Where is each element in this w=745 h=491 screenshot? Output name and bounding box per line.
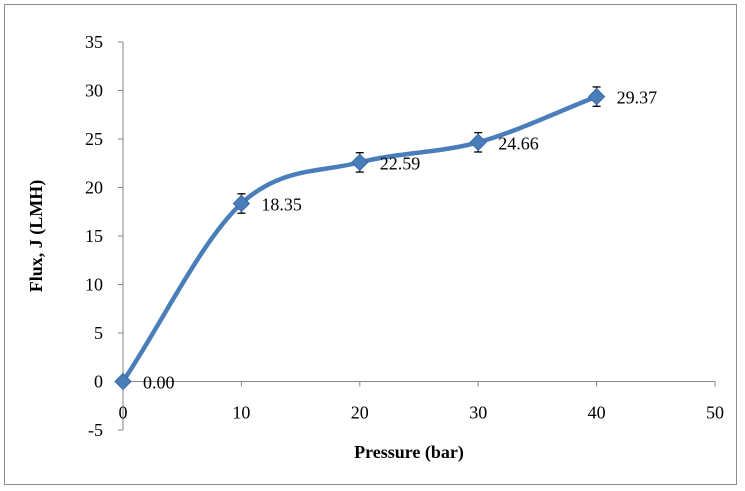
x-tick-label: 0 xyxy=(119,403,128,423)
data-labels: 0.00 18.35 22.59 24.66 29.37 xyxy=(143,88,657,393)
axes xyxy=(118,41,716,431)
data-label: 22.59 xyxy=(380,153,421,173)
y-tick-label: 20 xyxy=(85,178,103,198)
data-point-marker xyxy=(114,372,132,391)
chart-frame xyxy=(4,4,737,485)
data-label: 29.37 xyxy=(617,88,658,108)
x-tick-label: 10 xyxy=(232,403,250,423)
data-point-marker xyxy=(351,153,369,172)
x-axis-title: Pressure (bar) xyxy=(354,442,464,463)
x-tick-label: 30 xyxy=(469,403,487,423)
y-tick-label: 15 xyxy=(85,226,103,246)
series-group xyxy=(114,86,606,391)
y-tick-label: -5 xyxy=(88,420,103,440)
x-tick-label: 50 xyxy=(706,403,724,423)
data-label: 18.35 xyxy=(261,195,302,215)
y-tick-label: 10 xyxy=(85,275,103,295)
y-tick-label: 5 xyxy=(94,323,103,343)
tick-labels: -5 0 5 10 15 20 25 30 35 0 10 20 30 40 50 xyxy=(85,32,724,440)
data-point-marker xyxy=(232,194,251,213)
x-tick-label: 40 xyxy=(588,403,606,423)
data-point-marker xyxy=(587,87,606,106)
data-point-marker xyxy=(469,133,487,152)
y-tick-label: 0 xyxy=(94,372,103,392)
data-label: 0.00 xyxy=(143,373,175,393)
y-tick-label: 25 xyxy=(85,129,103,149)
y-tick-label: 30 xyxy=(85,81,103,101)
x-tick-label: 20 xyxy=(351,403,369,423)
y-axis-title: Flux, J (LMH) xyxy=(26,180,47,293)
data-label: 24.66 xyxy=(498,133,539,153)
y-tick-label: 35 xyxy=(85,32,103,52)
